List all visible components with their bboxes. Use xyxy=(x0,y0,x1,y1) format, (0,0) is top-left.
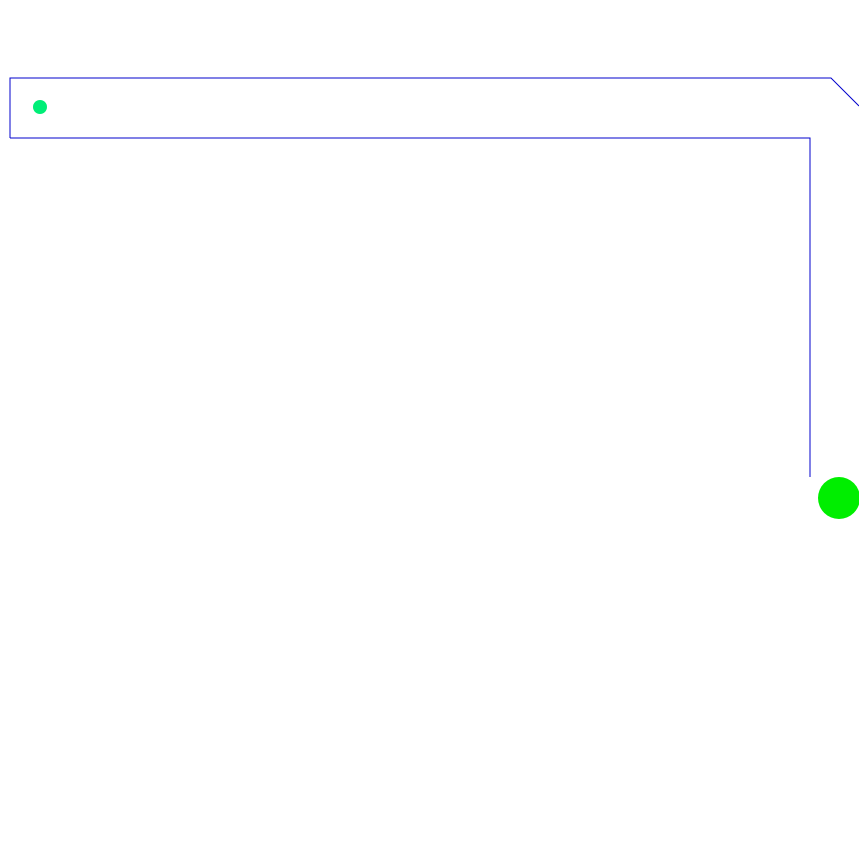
track-inner-wall xyxy=(10,137,811,477)
goal-marker[interactable] xyxy=(818,477,859,519)
track-outer-wall xyxy=(9,77,859,138)
player-start-marker[interactable] xyxy=(33,100,47,114)
